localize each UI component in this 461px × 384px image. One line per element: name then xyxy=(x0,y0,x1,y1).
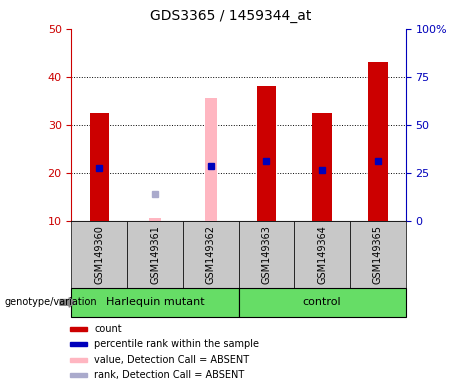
Text: Harlequin mutant: Harlequin mutant xyxy=(106,297,204,308)
Text: count: count xyxy=(94,324,122,334)
Text: GSM149362: GSM149362 xyxy=(206,225,216,284)
Bar xyxy=(239,288,406,317)
Text: GSM149363: GSM149363 xyxy=(261,225,272,284)
Bar xyxy=(350,221,406,288)
Bar xyxy=(70,343,87,346)
Text: GDS3365 / 1459344_at: GDS3365 / 1459344_at xyxy=(150,9,311,23)
Bar xyxy=(70,373,87,377)
Bar xyxy=(71,288,239,317)
Text: percentile rank within the sample: percentile rank within the sample xyxy=(94,339,259,349)
Text: value, Detection Call = ABSENT: value, Detection Call = ABSENT xyxy=(94,355,249,365)
Text: genotype/variation: genotype/variation xyxy=(5,297,97,308)
Bar xyxy=(313,113,332,221)
Bar xyxy=(71,221,127,288)
Bar xyxy=(205,98,217,221)
Bar xyxy=(70,327,87,331)
Bar xyxy=(89,113,109,221)
Bar xyxy=(368,62,388,221)
Text: rank, Detection Call = ABSENT: rank, Detection Call = ABSENT xyxy=(94,370,244,380)
Bar xyxy=(149,218,161,221)
Bar xyxy=(127,221,183,288)
Text: GSM149360: GSM149360 xyxy=(95,225,104,284)
Text: GSM149365: GSM149365 xyxy=(373,225,383,284)
Bar xyxy=(257,86,276,221)
Text: GSM149364: GSM149364 xyxy=(317,225,327,284)
Text: control: control xyxy=(303,297,342,308)
Bar xyxy=(183,221,239,288)
Bar xyxy=(239,221,294,288)
Text: GSM149361: GSM149361 xyxy=(150,225,160,284)
Bar xyxy=(294,221,350,288)
Bar xyxy=(70,358,87,362)
